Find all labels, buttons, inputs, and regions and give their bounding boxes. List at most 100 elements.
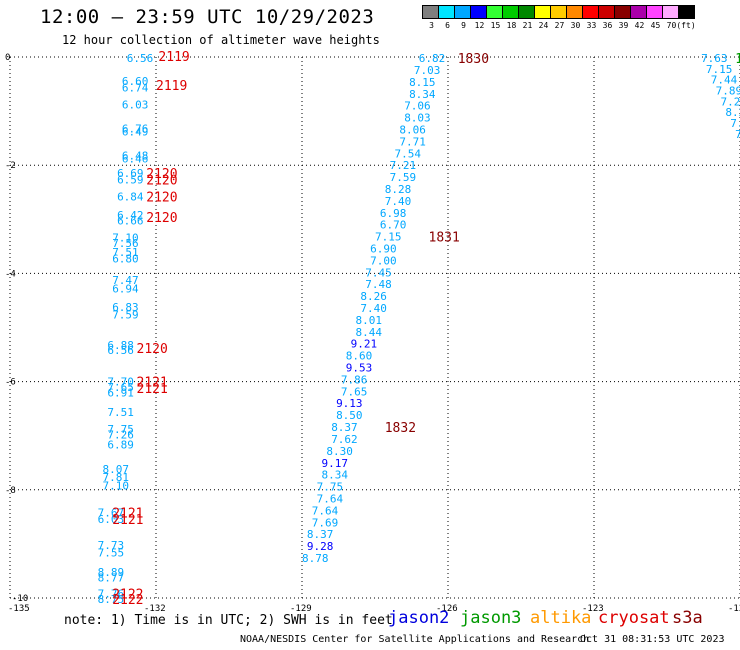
chart-title: 12:00 – 23:59 UTC 10/29/2023 xyxy=(40,6,375,28)
pass-time-label: 1830 xyxy=(458,52,489,67)
pass-time-label: 2121 xyxy=(112,513,143,528)
lon-tick-label: -132 xyxy=(144,604,166,614)
wave-height-value: 8.75 xyxy=(98,593,125,606)
wave-height-value: 6.80 xyxy=(112,252,139,265)
legend-label: 21 xyxy=(522,21,533,30)
pass-time-label: 2120 xyxy=(146,167,177,182)
legend-swatches xyxy=(422,5,740,19)
wave-height-value: 6.69 xyxy=(117,167,144,180)
wave-height-value: 6.60 xyxy=(122,75,149,88)
wave-height-value: 6.48 xyxy=(122,149,149,162)
pass-time-label: 2120 xyxy=(146,211,177,226)
wave-height-value: 7.10 xyxy=(102,479,129,492)
satellite-jason2: jason2 xyxy=(388,608,450,628)
wave-height-value: 9.21 xyxy=(351,338,378,351)
wave-height-value: 7.55 xyxy=(98,547,125,560)
lon-tick-label: -129 xyxy=(290,604,312,614)
wave-height-value: 7.67 xyxy=(735,128,740,141)
legend-label: 70 xyxy=(666,21,677,30)
legend-label: 36 xyxy=(602,21,613,30)
legend-label: 45 xyxy=(650,21,661,30)
wave-height-value: 8.37 xyxy=(331,421,358,434)
legend-label: 15 xyxy=(490,21,501,30)
lon-tick-label: -120 xyxy=(728,604,740,614)
wave-height-value: 8.07 xyxy=(102,463,129,476)
wave-height-value: 8.44 xyxy=(356,326,383,339)
wave-height-value: 7.06 xyxy=(404,100,431,113)
pass-time-label: 2122 xyxy=(112,593,143,608)
wave-height-value: 6.59 xyxy=(117,173,144,186)
wave-height-value: 8.60 xyxy=(346,350,373,363)
lat-tick-label: -4 xyxy=(5,269,16,279)
wave-height-value: 6.49 xyxy=(122,126,149,139)
lat-tick-label: -8 xyxy=(5,486,16,496)
wave-height-value: 7.15 xyxy=(706,63,733,76)
pass-time-label: 2121 xyxy=(112,507,143,522)
wave-height-value: 9.17 xyxy=(321,457,348,470)
wave-height-value: 6.89 xyxy=(107,438,134,451)
wave-height-value: 9.53 xyxy=(346,362,373,375)
wave-height-value: 7.70 xyxy=(107,376,134,389)
wave-height-value: 6.66 xyxy=(117,214,144,227)
wave-height-value: 8.03 xyxy=(404,112,431,125)
wave-height-value: 9.13 xyxy=(336,397,363,410)
wave-height-value: 6.76 xyxy=(122,122,149,135)
wave-height-value: 8.50 xyxy=(336,409,363,422)
wave-height-value: 6.03 xyxy=(98,513,125,526)
lon-tick-label: -135 xyxy=(8,604,30,614)
pass-time-label: 1831 xyxy=(429,231,460,246)
pass-time-label: 2122 xyxy=(112,588,143,603)
legend-label: 6 xyxy=(445,21,450,30)
pass-time-label: 2121 xyxy=(137,376,168,391)
wave-height-value: 7.23 xyxy=(721,95,740,108)
wave-height-value: 7.44 xyxy=(711,74,738,87)
lon-tick-label: -126 xyxy=(436,604,458,614)
wave-height-value: 7.40 xyxy=(360,302,387,315)
wave-height-value: 7.26 xyxy=(107,429,134,442)
wave-height-value: 6.90 xyxy=(370,243,397,256)
wave-height-value: 7.59 xyxy=(112,309,139,322)
satellite-altika: altika xyxy=(530,608,592,628)
wave-height-value: 7.15 xyxy=(375,231,402,244)
wave-height-value: 6.83 xyxy=(112,301,139,314)
lat-tick-label: -2 xyxy=(5,161,16,171)
wave-height-value: 8.34 xyxy=(409,88,436,101)
pass-time-label: 2119 xyxy=(158,50,189,65)
wave-height-value: 7.89 xyxy=(716,85,740,98)
wave-height-value: 7.48 xyxy=(365,278,392,291)
wave-height-value: 8.37 xyxy=(307,528,334,541)
pass-time-label: 1832 xyxy=(385,421,416,436)
pass-time-label: 2120 xyxy=(146,173,177,188)
lon-tick-label: -123 xyxy=(582,604,604,614)
legend-label: 42 xyxy=(634,21,645,30)
wave-height-value: 7.63 xyxy=(701,52,728,65)
wave-height-value: 7.76 xyxy=(98,588,125,601)
wave-height-value: 8.15 xyxy=(409,76,436,89)
wave-height-value: 7.51 xyxy=(107,406,134,419)
wave-height-value: 7.81 xyxy=(102,471,129,484)
wave-height-value: 8.01 xyxy=(356,314,383,327)
wave-height-value: 8.30 xyxy=(326,445,353,458)
legend-label: 9 xyxy=(461,21,466,30)
chart-subtitle: 12 hour collection of altimeter wave hei… xyxy=(62,33,380,47)
wave-height-value: 7.10 xyxy=(112,232,139,245)
wave-height-value: 8.06 xyxy=(399,123,426,136)
wave-height-value: 7.64 xyxy=(312,504,339,517)
wave-height-value: 7.47 xyxy=(112,274,139,287)
credit-line: NOAA/NESDIS Center for Satellite Applica… xyxy=(240,634,590,645)
wave-height-value: 6.98 xyxy=(380,207,407,220)
wave-height-value: 8.77 xyxy=(98,571,125,584)
wave-height-value: 8.26 xyxy=(360,290,387,303)
wave-height-value: 7.73 xyxy=(98,539,125,552)
wave-height-value: 7.65 xyxy=(341,385,368,398)
wave-height-value: 6.74 xyxy=(122,81,149,94)
legend-label: 24 xyxy=(538,21,549,30)
wave-height-value: 7.67 xyxy=(98,507,125,520)
wave-height-value: 8.89 xyxy=(98,566,125,579)
wave-height-value: 6.56 xyxy=(127,52,154,65)
legend-label: 27 xyxy=(554,21,565,30)
satellite-cryosat: cryosat xyxy=(598,608,670,628)
wave-height-value: 6.70 xyxy=(380,219,407,232)
pass-time-label: 2120 xyxy=(137,342,168,357)
color-legend: 3 6 9 12 15 18 21 24 27 30 33 36 39 42 45 70 (ft) xyxy=(422,5,740,33)
